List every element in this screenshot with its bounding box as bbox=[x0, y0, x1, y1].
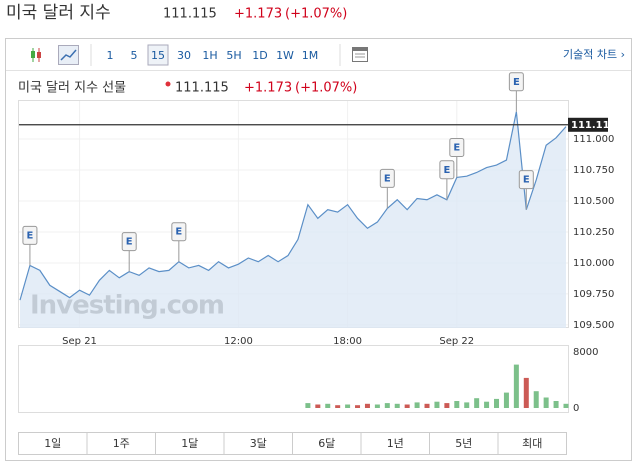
current-price-label: 111.115 bbox=[571, 120, 617, 131]
chart-title: 미국 달러 지수 선물 bbox=[18, 81, 126, 96]
live-dot bbox=[165, 81, 171, 87]
y-tick-label: 110.250 bbox=[573, 227, 614, 238]
candle-icon[interactable] bbox=[30, 48, 44, 62]
event-flag[interactable] bbox=[171, 222, 187, 242]
interval-button[interactable]: 1W bbox=[276, 49, 294, 62]
y-tick-label: 111.000 bbox=[573, 134, 614, 145]
chart-change: +1.173 bbox=[244, 81, 292, 96]
range-button[interactable]: 1주 bbox=[113, 437, 130, 450]
volume-bar bbox=[513, 364, 519, 408]
page-title: 미국 달러 지수 bbox=[6, 3, 111, 23]
volume-bar bbox=[434, 401, 440, 408]
volume-tick-label: 8000 bbox=[573, 347, 598, 358]
volume-bar bbox=[503, 392, 509, 408]
event-label: E bbox=[443, 165, 450, 176]
range-button[interactable]: 1달 bbox=[181, 437, 198, 450]
volume-bar bbox=[394, 403, 400, 408]
y-tick-label: 110.750 bbox=[573, 165, 614, 176]
chart-price: 111.115 bbox=[175, 81, 229, 96]
widget-frame bbox=[5, 38, 632, 461]
range-button[interactable]: 1년 bbox=[387, 437, 404, 450]
header-price: 111.115 bbox=[163, 7, 217, 22]
interval-button[interactable]: 30 bbox=[177, 49, 191, 62]
volume-bar bbox=[404, 404, 410, 408]
interval-button[interactable]: 1M bbox=[302, 49, 319, 62]
event-label: E bbox=[513, 77, 520, 88]
header-change: +1.173 bbox=[234, 7, 282, 22]
volume-bar bbox=[553, 401, 559, 408]
layout-icon[interactable] bbox=[352, 47, 368, 62]
volume-bar bbox=[414, 402, 420, 408]
volume-bar bbox=[305, 403, 311, 408]
volume-bar bbox=[563, 403, 569, 408]
interval-button[interactable]: 5H bbox=[226, 49, 241, 62]
volume-bar bbox=[494, 398, 500, 408]
interval-button[interactable]: 1D bbox=[252, 49, 267, 62]
event-flag[interactable] bbox=[449, 137, 465, 157]
x-tick-label: Sep 22 bbox=[439, 336, 474, 347]
event-label: E bbox=[27, 230, 34, 241]
volume-bar bbox=[484, 401, 490, 408]
event-flag[interactable] bbox=[379, 168, 395, 188]
volume-frame bbox=[18, 345, 569, 413]
event-label: E bbox=[126, 237, 133, 248]
interval-buttons: 1 5 15 30 1H 5H 1D 1W 1M bbox=[107, 44, 319, 66]
range-cell[interactable] bbox=[497, 432, 567, 455]
volume-bar bbox=[384, 403, 390, 408]
volume-bar bbox=[474, 398, 480, 408]
y-tick-label: 109.750 bbox=[573, 289, 614, 300]
chart-change-pct: (+1.07%) bbox=[295, 81, 357, 96]
volume-bar bbox=[345, 404, 351, 408]
event-flag[interactable] bbox=[121, 232, 137, 252]
x-tick-label: 12:00 bbox=[224, 336, 253, 347]
event-label: E bbox=[453, 142, 460, 153]
volume-bar bbox=[335, 405, 341, 408]
interval-button[interactable]: 15 bbox=[151, 49, 165, 62]
volume-bar bbox=[364, 403, 370, 408]
selected-box bbox=[147, 44, 169, 66]
range-button[interactable]: 3달 bbox=[250, 437, 267, 450]
range-button[interactable]: 1일 bbox=[44, 436, 61, 450]
area bbox=[20, 111, 566, 329]
y-tick-label: 110.500 bbox=[573, 196, 614, 207]
interval-button[interactable]: 5 bbox=[131, 49, 138, 62]
line-icon[interactable] bbox=[58, 45, 79, 65]
volume-bar bbox=[523, 377, 529, 408]
range-button[interactable]: 6달 bbox=[318, 437, 335, 450]
volume-bar bbox=[543, 397, 549, 408]
range-button[interactable]: 최대 bbox=[522, 437, 542, 450]
volume-bar bbox=[355, 405, 361, 408]
event-flag[interactable] bbox=[439, 160, 455, 180]
volume-bar bbox=[424, 403, 430, 408]
y-tick-label: 110.000 bbox=[573, 258, 614, 269]
event-label: E bbox=[175, 227, 182, 238]
interval-button[interactable]: 1H bbox=[202, 49, 217, 62]
y-tick-label: 109.500 bbox=[573, 320, 614, 331]
volume-bar bbox=[325, 403, 331, 408]
event-flag[interactable] bbox=[518, 170, 534, 190]
volume-bar bbox=[464, 402, 470, 408]
volume-bar bbox=[374, 404, 380, 408]
volume-bar bbox=[533, 391, 539, 408]
x-tick-label: 18:00 bbox=[333, 336, 362, 347]
header-change-pct: (+1.07%) bbox=[285, 7, 347, 22]
range-button[interactable]: 5년 bbox=[455, 437, 472, 450]
event-flag[interactable] bbox=[508, 72, 524, 92]
interval-button[interactable]: 1 bbox=[107, 49, 114, 62]
current-price-box bbox=[568, 117, 608, 132]
volume-bar bbox=[315, 404, 321, 408]
event-flag[interactable] bbox=[22, 225, 38, 245]
volume-bar bbox=[444, 403, 450, 408]
range-buttons: 1일 1주 1달 3달 6달 1년 5년 최대 bbox=[18, 432, 567, 455]
x-tick-label: Sep 21 bbox=[62, 336, 97, 347]
event-label: E bbox=[384, 173, 391, 184]
volume-tick-label: 0 bbox=[573, 403, 579, 414]
price-line bbox=[19, 111, 567, 301]
tech-chart-link[interactable]: 기술적 차트 › bbox=[563, 48, 625, 61]
volume-bar bbox=[454, 401, 460, 408]
event-label: E bbox=[523, 175, 530, 186]
